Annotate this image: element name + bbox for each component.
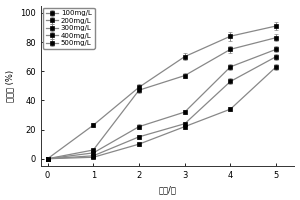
Legend: 100mg/L, 200mg/L, 300mg/L, 400mg/L, 500mg/L: 100mg/L, 200mg/L, 300mg/L, 400mg/L, 500m… bbox=[43, 8, 94, 49]
X-axis label: 时间/时: 时间/时 bbox=[159, 185, 176, 194]
Y-axis label: 脱色率 (%): 脱色率 (%) bbox=[6, 70, 15, 102]
